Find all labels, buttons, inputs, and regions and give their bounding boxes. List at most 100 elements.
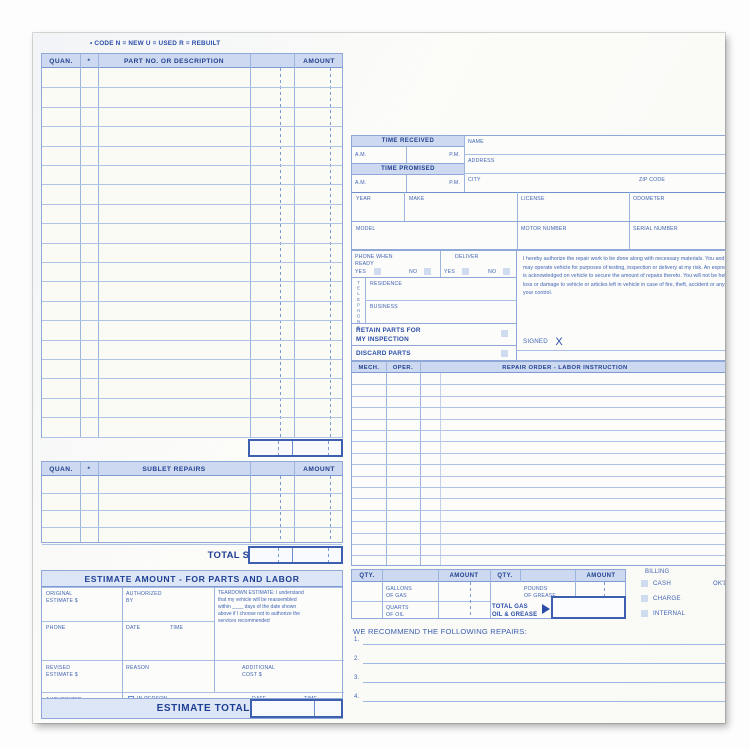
vehicle-row-1[interactable]: YEAR MAKE LICENSE ODOMETER xyxy=(352,192,725,222)
ready-no-checkbox[interactable] xyxy=(424,268,431,275)
business-field[interactable]: BUSINESS xyxy=(365,301,516,324)
time-received-am: A.M. xyxy=(355,152,367,158)
gas-col-qty-1: QTY. xyxy=(359,573,375,579)
labor-table-header: MECH. OPER. REPAIR ORDER - LABOR INSTRUC… xyxy=(352,362,725,373)
table-row-divider xyxy=(42,436,342,438)
residence-field[interactable]: RESIDENCE xyxy=(365,278,516,301)
billing-option-cash[interactable]: CASH xyxy=(641,580,671,588)
vehicle-row-2[interactable]: MODEL MOTOR NUMBER SERIAL NUMBER xyxy=(352,222,725,251)
billing-checkbox-internal[interactable] xyxy=(641,610,648,618)
table-row-divider xyxy=(352,384,725,386)
retain-parts-row[interactable]: RETAIN PARTS FOR MY INSPECTION xyxy=(352,324,517,346)
table-row-divider xyxy=(42,397,342,399)
table-row-divider xyxy=(42,203,342,205)
discard-parts-label: DISCARD PARTS xyxy=(356,350,411,357)
table-row-divider xyxy=(352,487,725,488)
contact-auth-block: PHONE WHEN READY YES NO DELIVER YES NO TE… xyxy=(351,250,725,362)
city-label: CITY xyxy=(468,177,481,183)
discard-parts-row[interactable]: DISCARD PARTS xyxy=(352,346,517,362)
additional-cost-label: ADDITIONAL COST $ xyxy=(242,665,276,678)
sublet-table-header: QUAN. * SUBLET REPAIRS AMOUNT xyxy=(42,462,342,476)
parts-rule-1 xyxy=(80,54,81,437)
time-promised-fields[interactable]: A.M. P.M. xyxy=(352,175,464,192)
billing-label-cash: CASH xyxy=(653,580,671,587)
ready-no-label: NO xyxy=(409,269,418,275)
discard-parts-checkbox[interactable] xyxy=(501,350,508,357)
table-row-divider xyxy=(352,532,725,534)
deliver-yes-label: YES xyxy=(444,269,455,275)
recommend-block: WE RECOMMEND THE FOLLOWING REPAIRS: 1. 2.… xyxy=(351,627,725,717)
deliver-yes-checkbox[interactable] xyxy=(462,268,469,275)
recommend-write-line[interactable] xyxy=(363,663,725,664)
pounds-of-grease-label: POUNDS OF GREASE xyxy=(524,586,557,599)
gas-oil-header: QTY. AMOUNT QTY. AMOUNT xyxy=(352,570,625,582)
year-label: YEAR xyxy=(356,196,371,202)
total-gas-amount-box[interactable] xyxy=(551,596,626,619)
parts-col-blank xyxy=(250,54,294,68)
table-row-divider xyxy=(352,441,725,443)
model-label: MODEL xyxy=(356,226,376,232)
parts-col-amount: AMOUNT xyxy=(303,57,335,65)
gas-oil-grease-block: QTY. AMOUNT QTY. AMOUNT GALLONS OF GAS QU… xyxy=(351,569,725,627)
signed-row[interactable]: SIGNED X xyxy=(523,333,563,351)
residence-label: RESIDENCE xyxy=(370,281,403,287)
table-row-divider xyxy=(352,555,725,557)
table-row-divider xyxy=(352,498,725,500)
recommend-write-line[interactable] xyxy=(363,644,725,645)
table-row-divider xyxy=(42,320,342,322)
signed-label: SIGNED xyxy=(523,337,548,345)
revised-estimate-label: REVISED ESTIMATE $ xyxy=(46,665,78,678)
labor-col-title: REPAIR ORDER - LABOR INSTRUCTION xyxy=(502,364,628,371)
table-row-divider xyxy=(42,493,342,494)
estimate-title-bar: ESTIMATE AMOUNT - FOR PARTS AND LABOR xyxy=(42,571,342,587)
authorization-text: I hereby authorize the repair work to be… xyxy=(523,256,725,297)
billing-option-internal[interactable]: INTERNAL xyxy=(641,610,685,618)
table-row-divider xyxy=(42,281,342,283)
signature-x-mark: X xyxy=(555,335,563,348)
sublet-col-code: * xyxy=(87,465,91,473)
gallons-of-gas-label: GALLONS OF GAS xyxy=(386,586,412,599)
deliver-label: DELIVER xyxy=(455,254,479,260)
billing-checkbox-charge[interactable] xyxy=(641,595,648,603)
sublet-table: QUAN. * SUBLET REPAIRS AMOUNT xyxy=(41,461,343,545)
billing-checkbox-cash[interactable] xyxy=(641,580,648,588)
time-received-fields[interactable]: A.M. P.M. xyxy=(352,147,464,164)
estimate-time-label: TIME xyxy=(170,625,184,631)
ready-yes-label: YES xyxy=(355,269,366,275)
labor-col-mech: MECH. xyxy=(358,364,380,371)
table-row-divider xyxy=(352,407,725,409)
parts-rule-3 xyxy=(250,54,251,437)
recommend-write-line[interactable] xyxy=(363,682,725,683)
customer-vehicle-block: TIME RECEIVED A.M. P.M. TIME PROMISED A.… xyxy=(351,135,725,251)
city-field[interactable]: CITY ZIP CODE xyxy=(464,174,725,192)
time-promised-label: TIME PROMISED xyxy=(381,166,435,172)
address-field[interactable]: ADDRESS xyxy=(464,155,725,174)
phone-when-ready-label: PHONE WHEN READY xyxy=(355,254,393,267)
estimate-total-amount-box[interactable] xyxy=(250,699,343,718)
total-gas-oil-grease-label: TOTAL GAS OIL & GREASE xyxy=(492,604,538,618)
table-row-divider xyxy=(42,242,342,244)
time-received-header: TIME RECEIVED xyxy=(352,136,464,147)
recommend-write-line[interactable] xyxy=(363,701,725,702)
table-row-divider xyxy=(352,521,725,523)
business-label: BUSINESS xyxy=(370,304,398,310)
retain-parts-checkbox[interactable] xyxy=(501,330,508,337)
total-parts-amount-box[interactable] xyxy=(248,439,343,457)
table-row-divider xyxy=(352,452,725,454)
table-row-divider xyxy=(42,527,342,528)
deliver-no-checkbox[interactable] xyxy=(503,268,510,275)
table-row-divider xyxy=(352,544,725,545)
name-field[interactable]: NAME xyxy=(464,136,725,155)
parts-rule-2 xyxy=(98,54,99,437)
address-label: ADDRESS xyxy=(468,158,495,164)
quarts-of-oil-label: QUARTS OF OIL xyxy=(386,605,409,618)
ready-yes-checkbox[interactable] xyxy=(374,268,381,275)
total-sublet-amount-box[interactable] xyxy=(248,546,343,564)
billing-option-charge[interactable]: CHARGE xyxy=(641,595,681,603)
sublet-col-quan: QUAN. xyxy=(49,465,73,473)
total-gas-arrow xyxy=(542,604,550,614)
phone-when-ready-cell[interactable]: PHONE WHEN READY YES NO DELIVER YES NO xyxy=(352,251,517,278)
name-label: NAME xyxy=(468,139,484,145)
recommend-line-number: 2. xyxy=(354,656,360,662)
